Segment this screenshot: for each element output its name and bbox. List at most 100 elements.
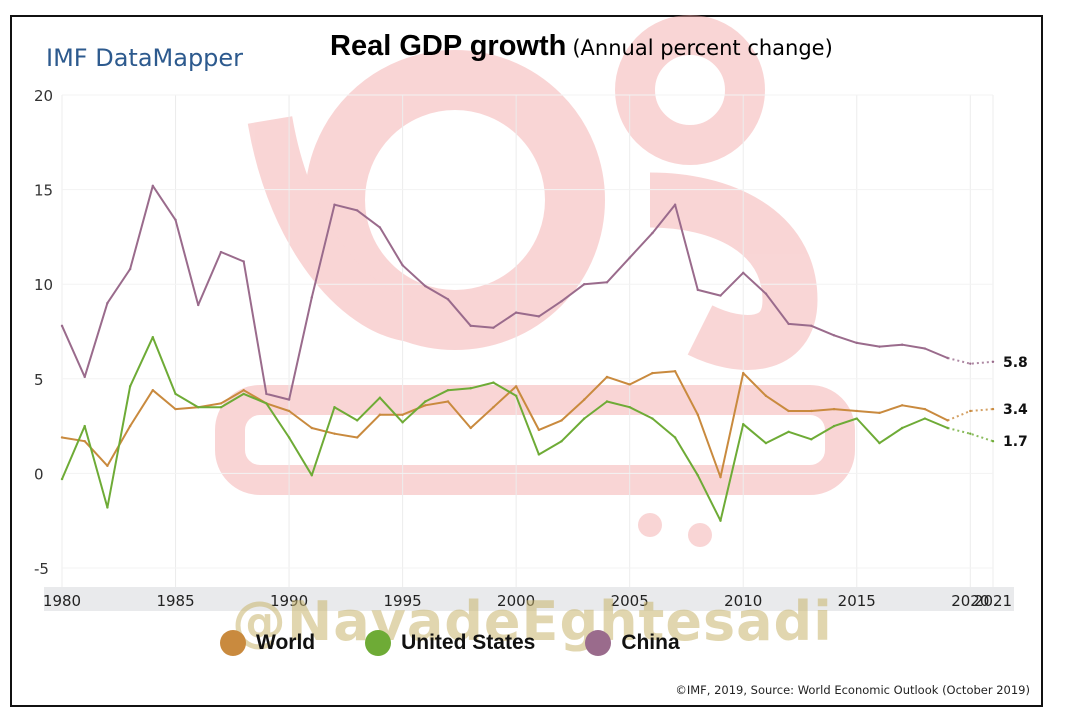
data-point-united-states — [492, 381, 495, 384]
data-point-china — [424, 284, 427, 288]
series-line-china — [61, 184, 948, 401]
data-point-china — [696, 288, 700, 292]
data-point-china — [742, 271, 745, 275]
legend-swatch-china — [585, 630, 612, 656]
data-point-china — [106, 301, 109, 305]
watermark-logo — [215, 15, 855, 547]
end-label-world: 3.4 — [1003, 402, 1028, 418]
data-point-world — [651, 371, 654, 375]
data-point-united-states — [696, 474, 700, 477]
legend-label-china: China — [621, 631, 680, 654]
data-point-china — [60, 324, 64, 328]
data-point-china — [197, 303, 200, 307]
data-point-world — [742, 371, 745, 375]
data-point-china — [242, 260, 245, 263]
chart-subtitle: (Annual percent change) — [572, 36, 833, 60]
brand-logo-text: IMF DataMapper — [46, 44, 244, 72]
x-axis-band — [44, 587, 1014, 611]
data-point-world — [83, 440, 86, 443]
data-point-world — [583, 398, 586, 401]
data-point-china — [83, 375, 86, 379]
data-point-china — [401, 264, 404, 267]
data-point-china — [787, 322, 790, 326]
data-point-world — [628, 383, 631, 386]
data-point-china — [469, 324, 472, 328]
data-point-world — [424, 404, 427, 407]
legend-label-united-states: United States — [401, 631, 536, 654]
x-tick-label: 2021 — [974, 592, 1012, 610]
data-point-world — [106, 464, 109, 468]
x-tick-label: 2005 — [611, 592, 649, 610]
data-point-china — [969, 362, 972, 365]
data-point-united-states — [946, 426, 949, 430]
data-point-world — [128, 424, 132, 428]
x-tick-label: 1980 — [43, 592, 81, 610]
data-point-china — [265, 392, 268, 396]
data-point-world — [355, 436, 359, 439]
data-point-world — [878, 411, 881, 415]
data-point-united-states — [764, 441, 768, 445]
x-tick-label: 2020 — [951, 592, 989, 610]
x-tick-label: 2010 — [724, 592, 762, 610]
data-point-china — [764, 292, 768, 295]
data-point-world — [60, 436, 64, 439]
y-tick-label: 0 — [34, 465, 44, 483]
legend-item-united-states[interactable]: United States — [365, 630, 535, 656]
data-point-china — [583, 283, 586, 286]
y-tick-label: 5 — [34, 371, 44, 389]
data-point-world — [401, 413, 404, 416]
legend-item-china[interactable]: China — [585, 630, 680, 656]
data-point-world — [219, 402, 223, 405]
data-point-china — [810, 324, 813, 328]
data-point-china — [355, 209, 359, 212]
data-point-united-states — [969, 432, 972, 435]
data-point-united-states — [401, 421, 404, 424]
data-point-world — [696, 413, 700, 416]
y-tick-label: 20 — [34, 87, 53, 105]
data-point-world — [378, 413, 382, 416]
data-point-united-states — [378, 396, 382, 399]
data-point-united-states — [106, 506, 109, 509]
data-point-world — [174, 407, 177, 411]
data-point-china — [446, 298, 450, 301]
data-point-china — [333, 203, 336, 206]
data-point-united-states — [923, 417, 927, 420]
data-point-world — [333, 432, 336, 435]
data-point-world — [605, 375, 609, 379]
data-point-united-states — [742, 423, 745, 426]
legend-swatch-united-states — [365, 630, 392, 656]
series-lines — [60, 184, 995, 522]
data-point-united-states — [197, 405, 200, 409]
end-labels: 3.4 1.7 5.8 — [1003, 355, 1028, 450]
data-point-world — [764, 394, 768, 398]
data-point-united-states — [583, 417, 586, 420]
data-point-china — [991, 360, 995, 363]
data-point-united-states — [310, 474, 313, 477]
data-point-world — [855, 409, 858, 413]
data-point-united-states — [514, 394, 518, 398]
data-point-china — [673, 203, 677, 206]
y-axis-ticks: 20 15 10 5 0 -5 — [34, 87, 53, 578]
data-point-united-states — [60, 477, 64, 481]
data-point-united-states — [219, 405, 223, 409]
data-point-world — [469, 426, 472, 430]
data-point-united-states — [424, 400, 427, 403]
data-point-united-states — [355, 419, 359, 422]
data-point-united-states — [810, 438, 813, 441]
end-label-united-states: 1.7 — [1003, 434, 1028, 450]
data-point-united-states — [333, 405, 336, 409]
legend-item-world[interactable]: World — [220, 630, 315, 656]
data-point-china — [878, 345, 881, 348]
data-point-united-states — [832, 424, 836, 428]
data-point-china — [287, 398, 291, 401]
series-line-world — [61, 370, 949, 479]
data-point-world — [151, 388, 155, 392]
data-point-world — [242, 388, 245, 392]
data-point-china — [923, 347, 927, 350]
y-tick-label: 15 — [34, 182, 53, 200]
x-axis-band-rect — [44, 587, 1014, 611]
y-tick-label: -5 — [34, 560, 49, 578]
x-tick-label: 1985 — [156, 592, 194, 610]
